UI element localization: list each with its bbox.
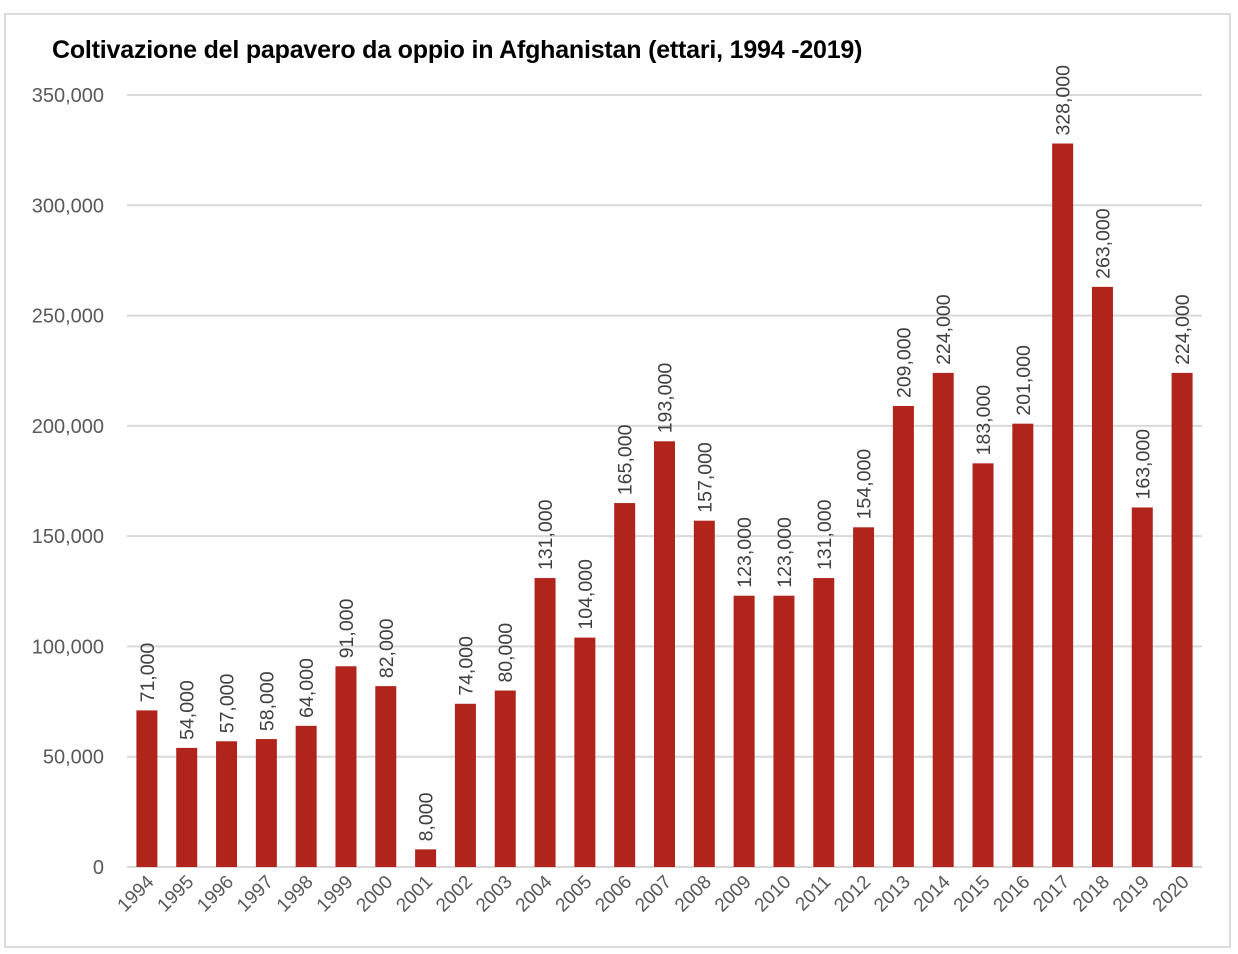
bar-1998	[295, 725, 317, 867]
y-tick-label: 100,000	[32, 636, 104, 658]
data-label: 91,000	[336, 598, 358, 658]
bar-2008	[693, 520, 715, 867]
y-tick-label: 0	[93, 857, 104, 879]
data-label: 74,000	[455, 636, 477, 696]
y-tick-label: 300,000	[32, 195, 104, 217]
bar-2001	[415, 849, 437, 867]
bar-1994	[136, 710, 158, 867]
bar-2012	[853, 527, 875, 867]
y-tick-label: 50,000	[43, 747, 104, 769]
data-label: 193,000	[655, 363, 677, 434]
x-tick-label: 2003	[472, 872, 517, 917]
data-label: 201,000	[1013, 345, 1035, 416]
x-tick-label: 1995	[154, 872, 199, 917]
bar-1997	[255, 739, 277, 867]
data-label: 263,000	[1092, 208, 1114, 279]
x-tick-label: 2000	[353, 872, 398, 917]
data-label: 183,000	[973, 385, 995, 456]
x-tick-label: 2011	[792, 872, 836, 916]
bar-2019	[1131, 507, 1153, 867]
bar-1996	[216, 741, 238, 867]
chart-title: Coltivazione del papavero da oppio in Af…	[52, 36, 863, 64]
data-label: 82,000	[376, 618, 398, 678]
x-tick-label: 2004	[512, 871, 557, 916]
y-tick-label: 250,000	[32, 306, 104, 328]
bar-2009	[733, 595, 755, 867]
data-label: 163,000	[1132, 429, 1154, 500]
y-tick-label: 150,000	[32, 526, 104, 548]
data-label: 123,000	[774, 517, 796, 588]
x-tick-label: 1996	[193, 872, 238, 917]
bar-2015	[972, 463, 994, 867]
x-tick-label: 2012	[830, 872, 875, 917]
bar-2007	[654, 441, 675, 867]
bar-2006	[614, 503, 636, 867]
data-label: 57,000	[217, 673, 239, 733]
bars	[136, 143, 1193, 868]
y-tick-label: 350,000	[32, 85, 104, 107]
x-tick-label: 2006	[591, 872, 636, 917]
data-label: 80,000	[495, 623, 517, 683]
data-label: 224,000	[1172, 294, 1194, 365]
data-label: 8,000	[416, 792, 438, 841]
data-label: 154,000	[854, 449, 876, 520]
bar-2004	[534, 578, 556, 867]
bar-1995	[176, 747, 198, 867]
bar-2017	[1052, 143, 1074, 868]
x-tick-label: 2013	[870, 872, 915, 917]
bar-2016	[1012, 423, 1034, 867]
data-label: 64,000	[296, 658, 318, 718]
data-label: 209,000	[893, 327, 915, 398]
x-tick-label: 1994	[114, 871, 159, 916]
data-label: 131,000	[535, 499, 557, 570]
data-label: 123,000	[734, 517, 756, 588]
x-tick-label: 2008	[671, 872, 716, 917]
bar-2005	[574, 637, 596, 867]
data-label: 104,000	[575, 559, 597, 630]
data-label: 71,000	[137, 643, 159, 703]
bar-2020	[1171, 372, 1193, 867]
data-label: 165,000	[615, 424, 637, 495]
x-tick-label: 2020	[1149, 872, 1194, 917]
x-tick-label: 2009	[711, 872, 756, 917]
bar-2000	[375, 686, 397, 867]
x-tick-label: 2007	[631, 872, 676, 917]
data-labels: 71,000 54,000 57,000 58,000 64,000 91,000 82,0…	[137, 65, 1194, 841]
data-label: 328,000	[1053, 65, 1075, 136]
data-label: 157,000	[694, 442, 716, 513]
x-tick-label: 2018	[1069, 872, 1114, 917]
y-axis-ticks: 0 50,000 100,000 150,000 200,000 250,000 300,0…	[32, 85, 104, 879]
bar-2014	[932, 372, 954, 867]
x-tick-label: 2001	[392, 872, 437, 917]
x-tick-label: 1998	[273, 872, 318, 917]
data-label: 54,000	[177, 680, 199, 740]
x-tick-label: 2010	[751, 872, 796, 917]
x-tick-label: 2017	[1029, 872, 1074, 917]
x-tick-label: 2005	[552, 872, 597, 917]
bar-2013	[892, 406, 914, 867]
bar-2003	[494, 690, 516, 867]
data-label: 58,000	[256, 671, 278, 731]
bar-2010	[773, 595, 795, 867]
bar-2011	[813, 578, 835, 867]
y-tick-label: 200,000	[32, 416, 104, 438]
bar-2002	[454, 703, 476, 867]
bar-2018	[1091, 286, 1113, 867]
data-label: 224,000	[933, 294, 955, 365]
data-label: 131,000	[814, 499, 836, 570]
bar-1999	[335, 666, 357, 867]
x-tick-label: 2016	[990, 872, 1035, 917]
x-tick-label: 2015	[950, 872, 995, 917]
x-tick-label: 2019	[1109, 872, 1154, 917]
x-axis-ticks: 1994199519961997199819992000200120022003…	[114, 871, 1194, 916]
x-tick-label: 2002	[432, 872, 477, 917]
x-tick-label: 1999	[313, 872, 358, 917]
x-tick-label: 1997	[233, 872, 278, 917]
x-tick-label: 2014	[910, 871, 955, 916]
